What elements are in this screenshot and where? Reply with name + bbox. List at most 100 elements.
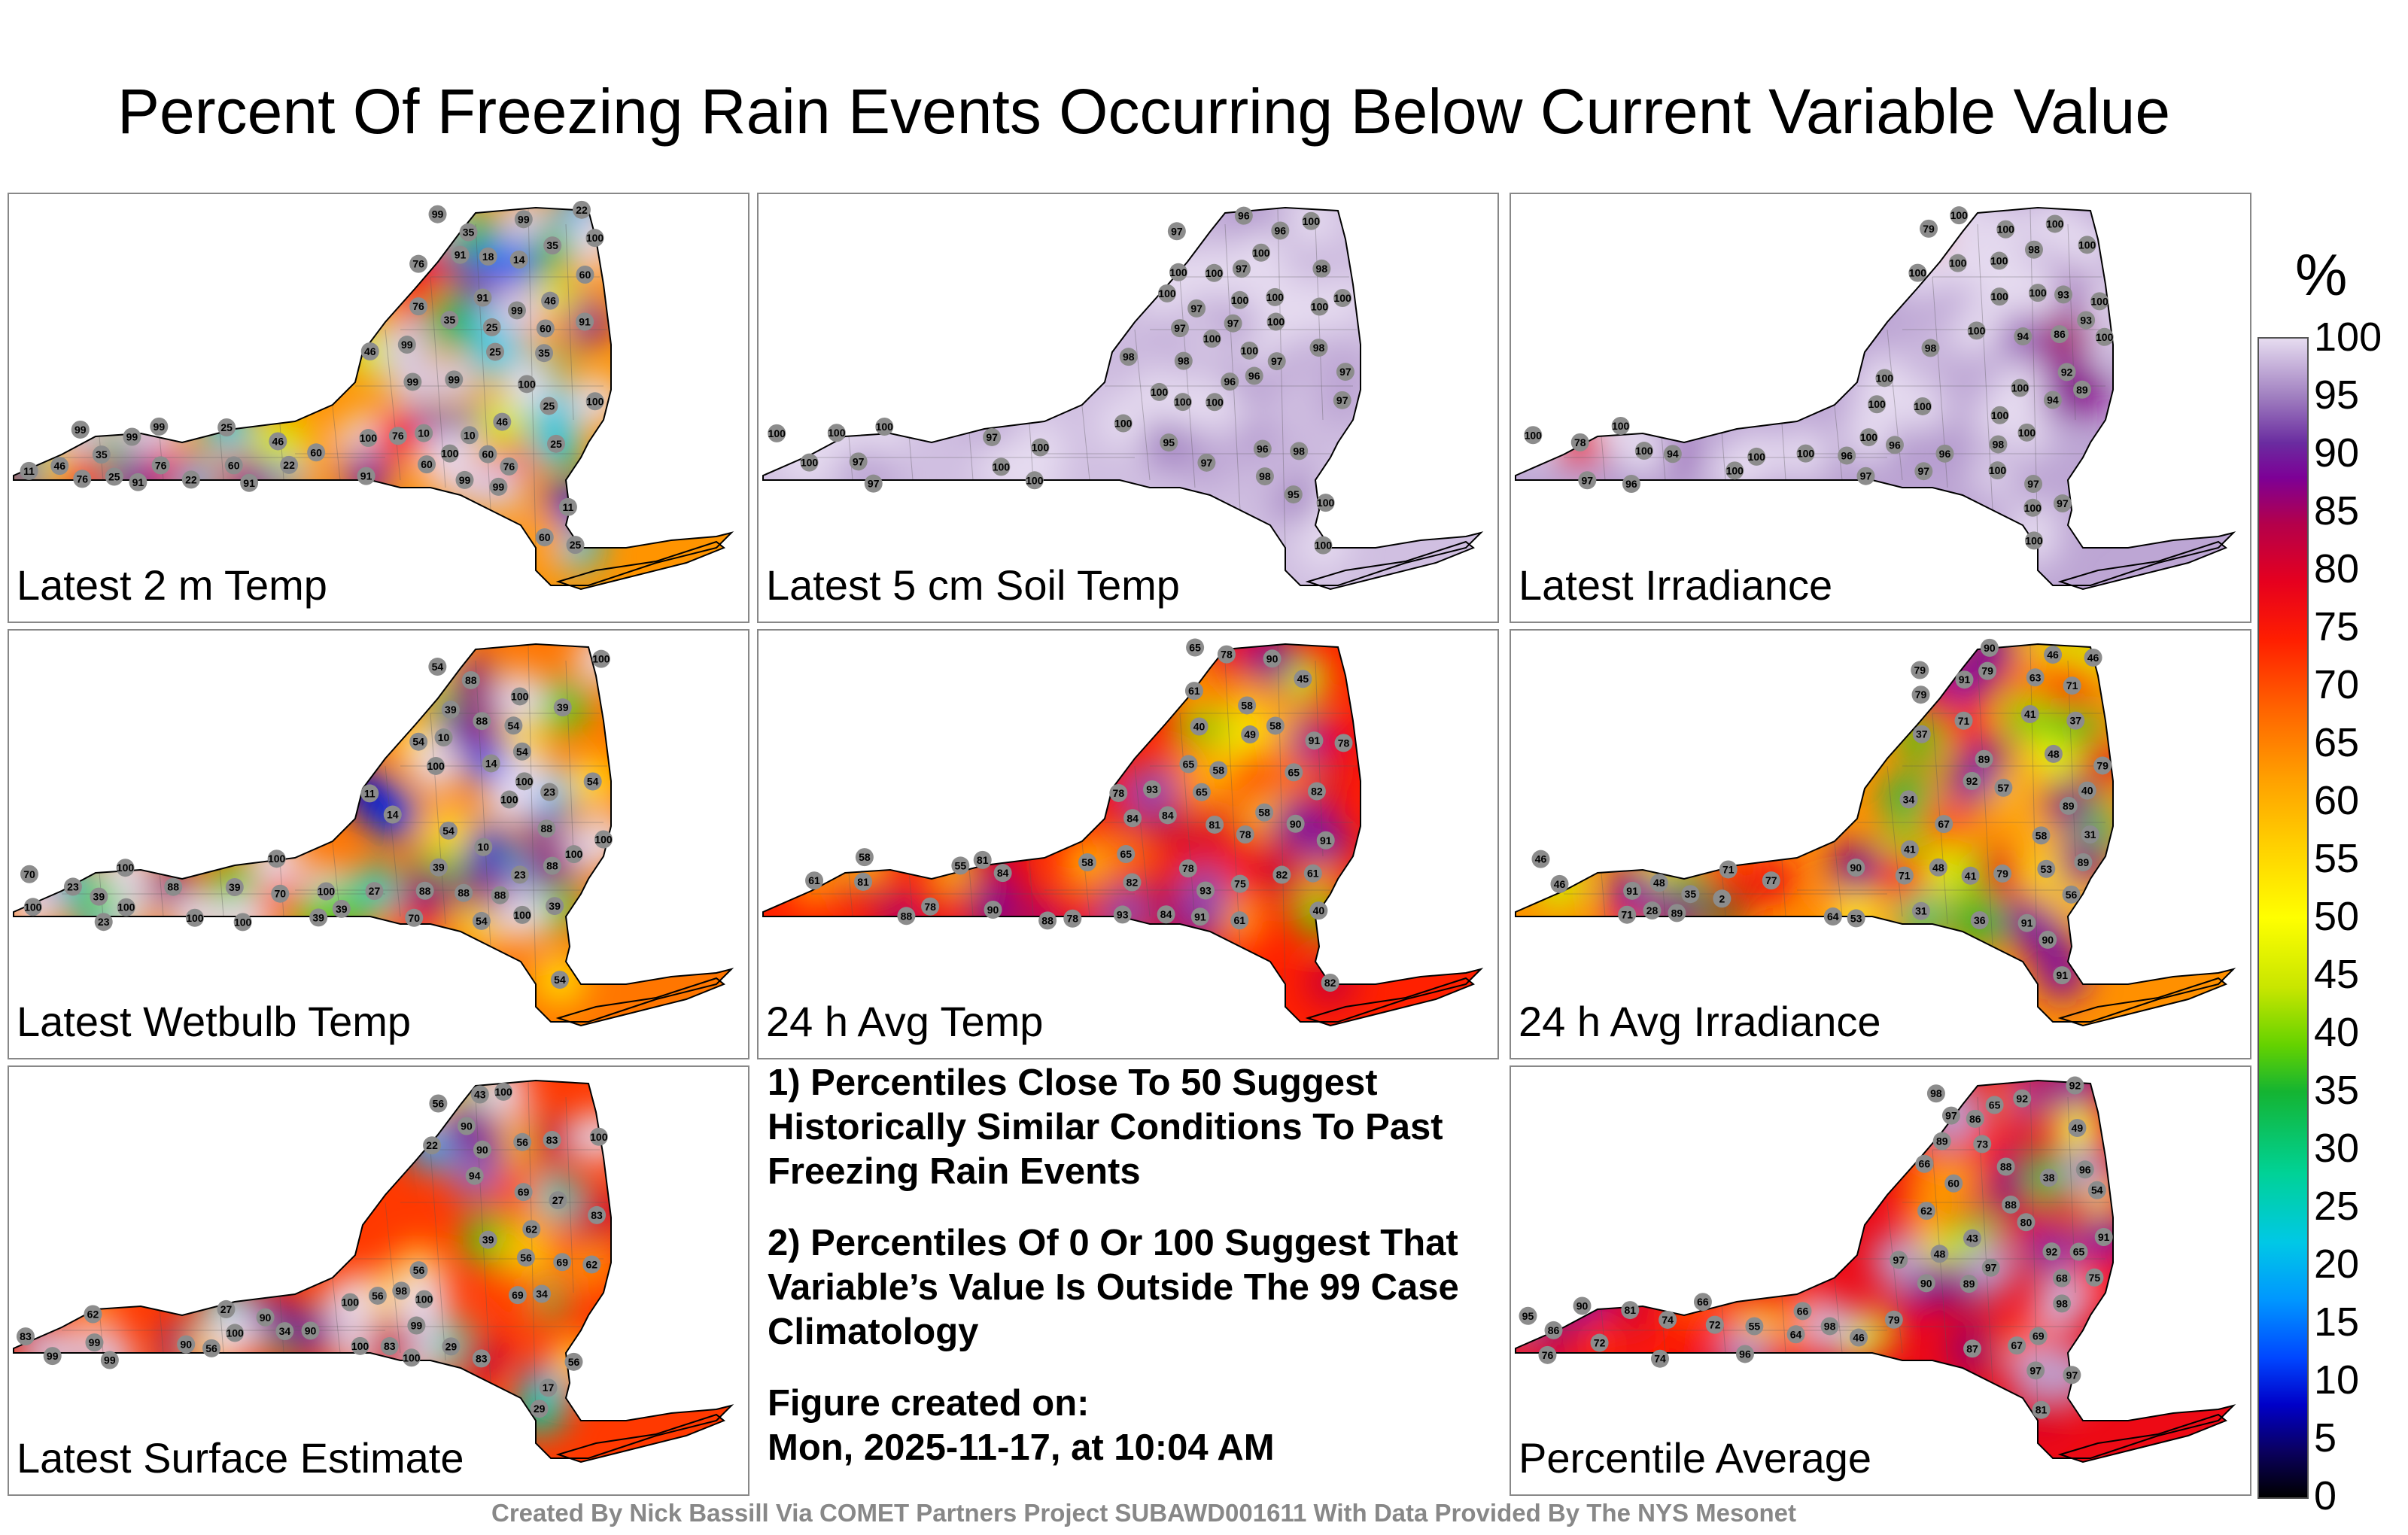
station-dot (2052, 1269, 2071, 1287)
station-marker: 90 (1917, 1274, 1935, 1293)
station-marker: 98 (1174, 351, 1193, 370)
station-dot (1197, 453, 1216, 472)
station-value: 97 (2066, 1369, 2078, 1381)
station-marker: 46 (2084, 648, 2102, 667)
station-value: 88 (465, 674, 477, 686)
station-dot (1209, 761, 1228, 780)
station-value: 100 (2024, 502, 2042, 514)
station-value: 35 (538, 347, 550, 359)
colorbar (2258, 337, 2309, 1499)
station-marker: 99 (445, 370, 464, 389)
station-dot (594, 830, 613, 849)
station-value: 88 (541, 822, 553, 834)
station-value: 81 (2036, 1404, 2048, 1416)
county-line (219, 430, 224, 481)
station-dot (1634, 442, 1653, 460)
station-value: 100 (403, 1351, 421, 1363)
station-dot (1117, 845, 1136, 864)
station-dot (509, 250, 528, 269)
station-dot (489, 477, 508, 496)
station-value: 100 (1174, 396, 1192, 408)
island-outline (1305, 540, 1475, 591)
station-marker: 10 (474, 837, 493, 856)
station-value: 69 (556, 1256, 568, 1268)
station-value: 99 (493, 481, 505, 493)
station-dot (2063, 1366, 2081, 1385)
station-value: 97 (1227, 318, 1239, 330)
station-value: 79 (1923, 223, 1935, 235)
station-dot (1531, 850, 1550, 868)
station-marker: 34 (1899, 790, 1918, 809)
station-marker: 94 (2043, 391, 2062, 409)
station-marker: 23 (94, 913, 113, 932)
station-value: 90 (1576, 1299, 1589, 1312)
station-value: 74 (1662, 1314, 1674, 1326)
station-dot (1930, 1245, 1949, 1263)
station-value: 11 (563, 501, 574, 513)
station-marker: 74 (1659, 1310, 1677, 1329)
station-marker: 97 (1197, 453, 1216, 472)
station-marker: 48 (1929, 858, 1947, 877)
station-value: 89 (1978, 753, 1990, 765)
station-marker: 92 (2066, 1076, 2084, 1095)
station-marker: 86 (1544, 1321, 1563, 1339)
station-value: 99 (104, 1354, 116, 1366)
station-marker: 27 (217, 1299, 236, 1318)
station-value: 14 (513, 254, 525, 266)
station-value: 36 (1974, 914, 1986, 926)
station-value: 100 (1748, 451, 1766, 463)
station-dot (494, 1082, 512, 1101)
station-marker: 98 (2024, 240, 2043, 259)
station-dot (1186, 638, 1205, 657)
county-line (1721, 1303, 1726, 1354)
station-marker: 88 (473, 712, 491, 731)
station-dot (1025, 471, 1044, 490)
station-value: 22 (576, 204, 588, 216)
station-marker: 74 (1651, 1349, 1670, 1368)
station-value: 60 (421, 458, 433, 470)
county-line (1661, 434, 1666, 481)
station-marker: 48 (2044, 744, 2063, 763)
colorbar-tick: 85 (2314, 488, 2360, 533)
station-marker: 96 (1245, 366, 1263, 385)
station-value: 100 (1114, 418, 1133, 430)
station-value: 60 (310, 446, 322, 458)
station-value: 100 (1612, 420, 1630, 432)
station-marker: 100 (1996, 220, 2015, 239)
station-dot (482, 754, 500, 773)
station-value: 27 (552, 1194, 564, 1206)
station-value: 97 (2027, 478, 2039, 490)
station-value: 48 (1653, 877, 1665, 889)
station-dot (973, 850, 992, 869)
panel-label: Latest Irradiance (1519, 561, 1833, 609)
station-marker: 100 (2011, 378, 2029, 397)
station-marker: 100 (1310, 297, 1329, 316)
station-dot (1663, 445, 1682, 464)
station-marker: 97 (1267, 352, 1286, 371)
station-marker: 100 (591, 649, 610, 668)
station-marker: 98 (1290, 442, 1309, 460)
station-marker: 60 (224, 456, 243, 475)
station-marker: 40 (1190, 717, 1209, 736)
station-marker: 100 (1747, 447, 1766, 466)
station-dot (1123, 873, 1142, 892)
station-dot (1847, 909, 1865, 928)
station-value: 100 (2011, 382, 2029, 394)
station-marker: 39 (309, 908, 328, 927)
station-marker: 100 (1251, 243, 1270, 262)
station-value: 100 (1726, 464, 1744, 476)
station-dot (1230, 911, 1249, 930)
station-dot (407, 1316, 426, 1335)
station-value: 100 (117, 862, 135, 874)
station-marker: 100 (415, 1290, 433, 1309)
station-value: 78 (1239, 828, 1251, 840)
station-value: 84 (1160, 908, 1172, 920)
station-marker: 39 (441, 701, 460, 719)
station-dot (2066, 1076, 2084, 1095)
station-dot (2044, 646, 2063, 664)
station-value: 100 (1231, 294, 1249, 306)
station-value: 76 (155, 459, 167, 471)
station-dot (1649, 874, 1668, 892)
station-value: 28 (1646, 904, 1659, 916)
station-marker: 100 (585, 229, 604, 248)
